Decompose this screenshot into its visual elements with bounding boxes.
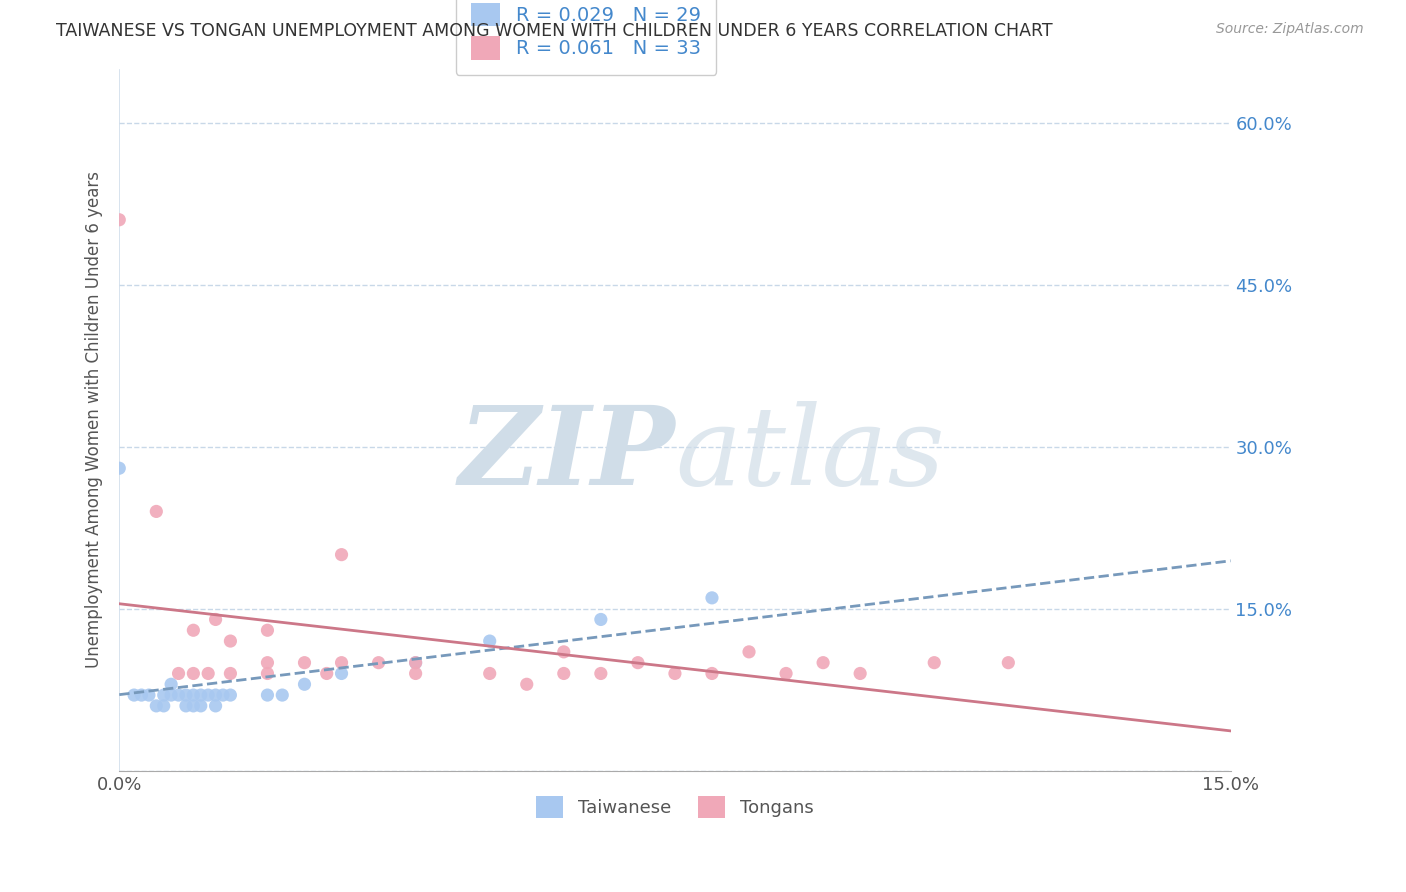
Point — [131, 688, 153, 702]
Point — [553, 666, 575, 681]
Y-axis label: Unemployment Among Women with Children Under 6 years: Unemployment Among Women with Children U… — [86, 171, 103, 668]
Point — [145, 504, 167, 518]
Point — [122, 688, 145, 702]
Point — [997, 656, 1019, 670]
Point — [849, 666, 872, 681]
Point — [478, 666, 501, 681]
Point — [212, 688, 235, 702]
Point — [190, 698, 212, 713]
Point — [627, 656, 650, 670]
Point — [197, 666, 219, 681]
Point — [108, 461, 131, 475]
Point — [330, 548, 353, 562]
Text: ZIP: ZIP — [458, 401, 675, 508]
Point — [589, 666, 612, 681]
Point — [315, 666, 337, 681]
Point — [553, 645, 575, 659]
Point — [256, 666, 278, 681]
Point — [174, 698, 197, 713]
Text: TAIWANESE VS TONGAN UNEMPLOYMENT AMONG WOMEN WITH CHILDREN UNDER 6 YEARS CORRELA: TAIWANESE VS TONGAN UNEMPLOYMENT AMONG W… — [56, 22, 1053, 40]
Point — [183, 624, 205, 638]
Point — [294, 656, 316, 670]
Point — [108, 212, 131, 227]
Point — [405, 656, 427, 670]
Point — [738, 645, 761, 659]
Point — [197, 688, 219, 702]
Point — [330, 656, 353, 670]
Point — [160, 677, 183, 691]
Point — [811, 656, 834, 670]
Point — [405, 666, 427, 681]
Point — [190, 688, 212, 702]
Point — [138, 688, 160, 702]
Point — [160, 688, 183, 702]
Point — [271, 688, 294, 702]
Point — [405, 656, 427, 670]
Point — [256, 624, 278, 638]
Point — [219, 634, 242, 648]
Point — [152, 688, 174, 702]
Point — [183, 698, 205, 713]
Point — [174, 688, 197, 702]
Point — [664, 666, 686, 681]
Point — [219, 688, 242, 702]
Point — [516, 677, 538, 691]
Point — [256, 688, 278, 702]
Point — [367, 656, 389, 670]
Point — [204, 612, 226, 626]
Point — [922, 656, 945, 670]
Point — [700, 591, 723, 605]
Point — [700, 666, 723, 681]
Point — [589, 612, 612, 626]
Point — [145, 698, 167, 713]
Text: atlas: atlas — [675, 401, 945, 508]
Point — [183, 666, 205, 681]
Point — [183, 688, 205, 702]
Point — [294, 677, 316, 691]
Point — [167, 688, 190, 702]
Point — [478, 634, 501, 648]
Point — [256, 656, 278, 670]
Point — [330, 666, 353, 681]
Point — [204, 688, 226, 702]
Point — [219, 666, 242, 681]
Point — [152, 698, 174, 713]
Legend: Taiwanese, Tongans: Taiwanese, Tongans — [529, 789, 821, 825]
Point — [775, 666, 797, 681]
Point — [204, 698, 226, 713]
Point — [167, 666, 190, 681]
Text: Source: ZipAtlas.com: Source: ZipAtlas.com — [1216, 22, 1364, 37]
